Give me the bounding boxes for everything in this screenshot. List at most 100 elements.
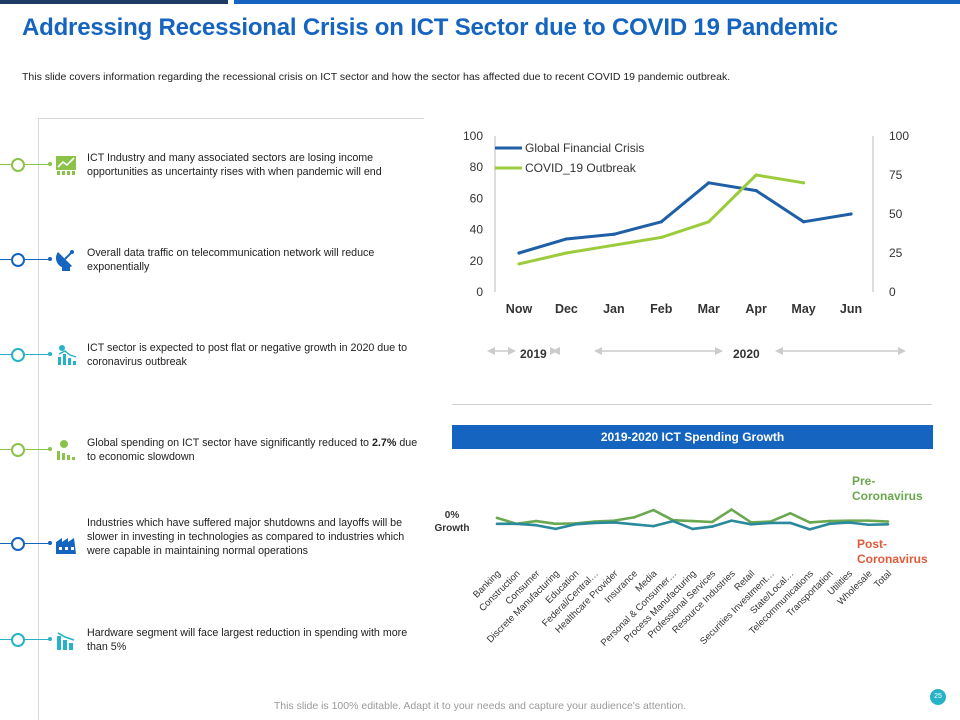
factory-icon: [56, 538, 76, 554]
timeline-connector: [0, 354, 50, 355]
growth-data-point: [652, 524, 655, 528]
timeline-dot: [48, 162, 52, 166]
growth-data-point: [495, 522, 499, 526]
legend-label: Global Financial Crisis: [525, 141, 644, 155]
timeline-item-text: ICT Industry and many associated sectors…: [87, 152, 382, 178]
page-number-badge: 25: [930, 689, 946, 705]
arrow-head-right: [550, 347, 558, 355]
top-accent-bar-blue: [234, 0, 960, 4]
growth-data-point: [515, 522, 518, 526]
timeline-connector: [0, 639, 50, 640]
arrow-head-right: [898, 347, 906, 355]
growth-data-point: [554, 527, 557, 531]
y-right-tick-label: 75: [889, 168, 903, 182]
growth-data-point: [573, 523, 577, 526]
arrow-head-left: [594, 347, 602, 355]
timeline-item-2: Overall data traffic on telecommunicatio…: [0, 246, 430, 306]
page-subtitle: This slide covers information regarding …: [22, 71, 731, 83]
y-right-tick-label: 100: [889, 129, 909, 143]
timeline-dot: [48, 352, 52, 356]
timeline-item-text: Hardware segment will face largest reduc…: [87, 627, 408, 653]
growth-data-point: [867, 519, 870, 522]
data-point: [801, 220, 806, 224]
period-label-2020: 2020: [733, 347, 760, 361]
data-point: [564, 251, 569, 255]
x-tick-label: Feb: [650, 302, 673, 316]
growth-data-point: [886, 523, 890, 526]
building-chart-icon: [56, 156, 76, 175]
timeline-node: [11, 443, 25, 457]
growth-data-point: [632, 516, 636, 519]
growth-data-point: [671, 519, 675, 523]
timeline-item-6: Hardware segment will face largest reduc…: [0, 626, 430, 686]
growth-data-point: [613, 521, 616, 524]
timeline-dot: [48, 637, 52, 641]
category-label: Total: [872, 568, 894, 590]
growth-data-point: [808, 521, 812, 524]
series-line-2: [518, 173, 804, 266]
growth-data-point: [788, 521, 792, 525]
data-point: [849, 212, 853, 216]
period-arrow-2020-right: [775, 347, 906, 355]
post-coronavirus-label: Post- Coronavirus: [857, 537, 928, 566]
data-point: [517, 251, 521, 255]
x-tick-label: May: [791, 302, 815, 316]
timeline-item-text: Industries which have suffered major shu…: [87, 517, 405, 557]
y-left-tick-label: 20: [470, 254, 484, 268]
pre-coronavirus-label: Pre- Coronavirus: [852, 474, 923, 503]
spending-growth-title: 2019-2020 ICT Spending Growth: [452, 425, 933, 449]
growth-data-point: [730, 508, 733, 511]
growth-data-point: [691, 527, 694, 531]
timeline-node: [11, 633, 25, 647]
growth-data-point: [710, 520, 714, 524]
footer-note: This slide is 100% editable. Adapt it to…: [273, 700, 687, 712]
growth-data-point: [652, 508, 655, 512]
period-arrow-2020-left: [594, 347, 723, 355]
data-point: [612, 232, 616, 236]
arrow-head-left: [487, 347, 495, 355]
x-tick-label: Dec: [555, 302, 578, 316]
y-right-tick-label: 0: [889, 285, 896, 299]
timeline-item-4: Global spending on ICT sector have signi…: [0, 436, 430, 496]
timeline-connector: [0, 543, 50, 544]
x-tick-label: Now: [506, 302, 533, 316]
data-point: [659, 220, 663, 224]
growth-data-point: [828, 522, 831, 526]
data-point: [707, 220, 711, 224]
data-point: [612, 243, 616, 247]
series-line-1: [518, 181, 852, 255]
arrow-head-left: [775, 347, 783, 355]
top-accent-bar-dark: [0, 0, 228, 4]
x-tick-label: Jan: [603, 302, 625, 316]
growth-data-point: [534, 519, 538, 523]
y-right-tick-label: 50: [889, 207, 903, 221]
timeline-item-text: Overall data traffic on telecommunicatio…: [87, 247, 375, 273]
data-point: [801, 181, 806, 185]
growth-data-point: [828, 519, 831, 523]
growth-data-point: [788, 511, 792, 515]
x-tick-label: Jun: [840, 302, 862, 316]
growth-data-point: [749, 523, 753, 526]
timeline-dot: [48, 257, 52, 261]
growth-data-point: [730, 519, 733, 522]
data-point: [564, 237, 569, 241]
growth-data-point: [847, 521, 851, 524]
timeline-item-text: Global spending on ICT sector have signi…: [87, 437, 418, 463]
timeline-node: [11, 348, 25, 362]
x-tick-label: Apr: [745, 302, 767, 316]
period-arrow-2019-left: [487, 347, 516, 355]
timeline-node: [11, 537, 25, 551]
y-left-tick-label: 100: [463, 129, 483, 143]
timeline-connector: [0, 259, 50, 260]
data-point: [659, 235, 663, 239]
crisis-comparison-chart: 0 20 40 60 80 100 0 25 50 75 100 Now Dec Jan Feb Mar Apr…: [463, 129, 909, 355]
page-title: Addressing Recessional Crisis on ICT Sec…: [22, 14, 838, 41]
timeline-item-3: ICT sector is expected to post flat or n…: [0, 341, 430, 401]
hardware-chart-icon: [57, 632, 75, 650]
growth-data-point: [495, 516, 499, 520]
section-divider: [452, 404, 932, 405]
growth-data-point: [632, 523, 636, 526]
arrow-head-right: [715, 347, 723, 355]
data-point: [754, 189, 758, 193]
